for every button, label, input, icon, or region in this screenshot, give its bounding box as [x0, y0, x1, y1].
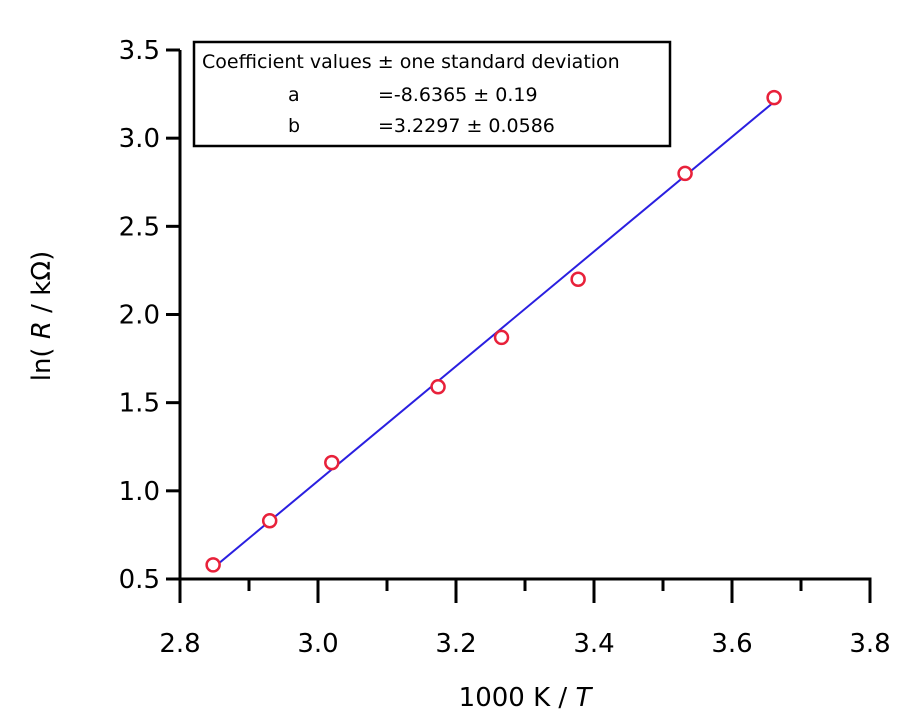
data-point [570, 271, 586, 287]
data-point [430, 379, 446, 395]
data-point [766, 89, 782, 106]
x-tick-label: 3.0 [297, 629, 338, 659]
x-tick-label: 3.8 [849, 629, 890, 659]
coef-b-value: =3.2297 ± 0.0586 [378, 115, 555, 137]
x-axis-label: 1000 K / T [459, 683, 594, 713]
x-tick-label: 2.8 [159, 629, 200, 659]
y-axis-label: ln( R / kΩ) [27, 251, 57, 382]
x-tick-label: 3.4 [573, 629, 614, 659]
y-tick-label: 3.5 [119, 36, 160, 66]
y-tick-label: 0.5 [119, 565, 160, 595]
fit-box-title: Coefficient values ± one standard deviat… [202, 51, 620, 73]
coef-a-name: a [288, 84, 300, 106]
y-tick-label: 1.0 [119, 477, 160, 507]
fit-coefficients-box: Coefficient values ± one standard deviat… [192, 40, 672, 148]
data-point [677, 165, 693, 182]
y-tick-label: 3.0 [119, 124, 160, 154]
coef-b-name: b [288, 115, 300, 137]
ticks: 2.8 3.0 3.2 3.4 3.6 3.8 0.5 1.0 1.5 2.0 2.5 3.0 3.5 [119, 36, 891, 659]
data-point [261, 513, 278, 529]
coef-a-value: =-8.6365 ± 0.19 [378, 84, 538, 106]
data-points [205, 89, 782, 573]
data-point [324, 454, 340, 471]
y-tick-label: 2.5 [119, 212, 160, 242]
x-tick-label: 3.6 [711, 629, 752, 659]
data-point [205, 557, 221, 573]
y-tick-label: 2.0 [119, 301, 160, 331]
x-tick-label: 3.2 [435, 629, 476, 659]
fit-box-frame [192, 40, 672, 148]
data-point [493, 329, 510, 346]
y-tick-label: 1.5 [119, 389, 160, 419]
